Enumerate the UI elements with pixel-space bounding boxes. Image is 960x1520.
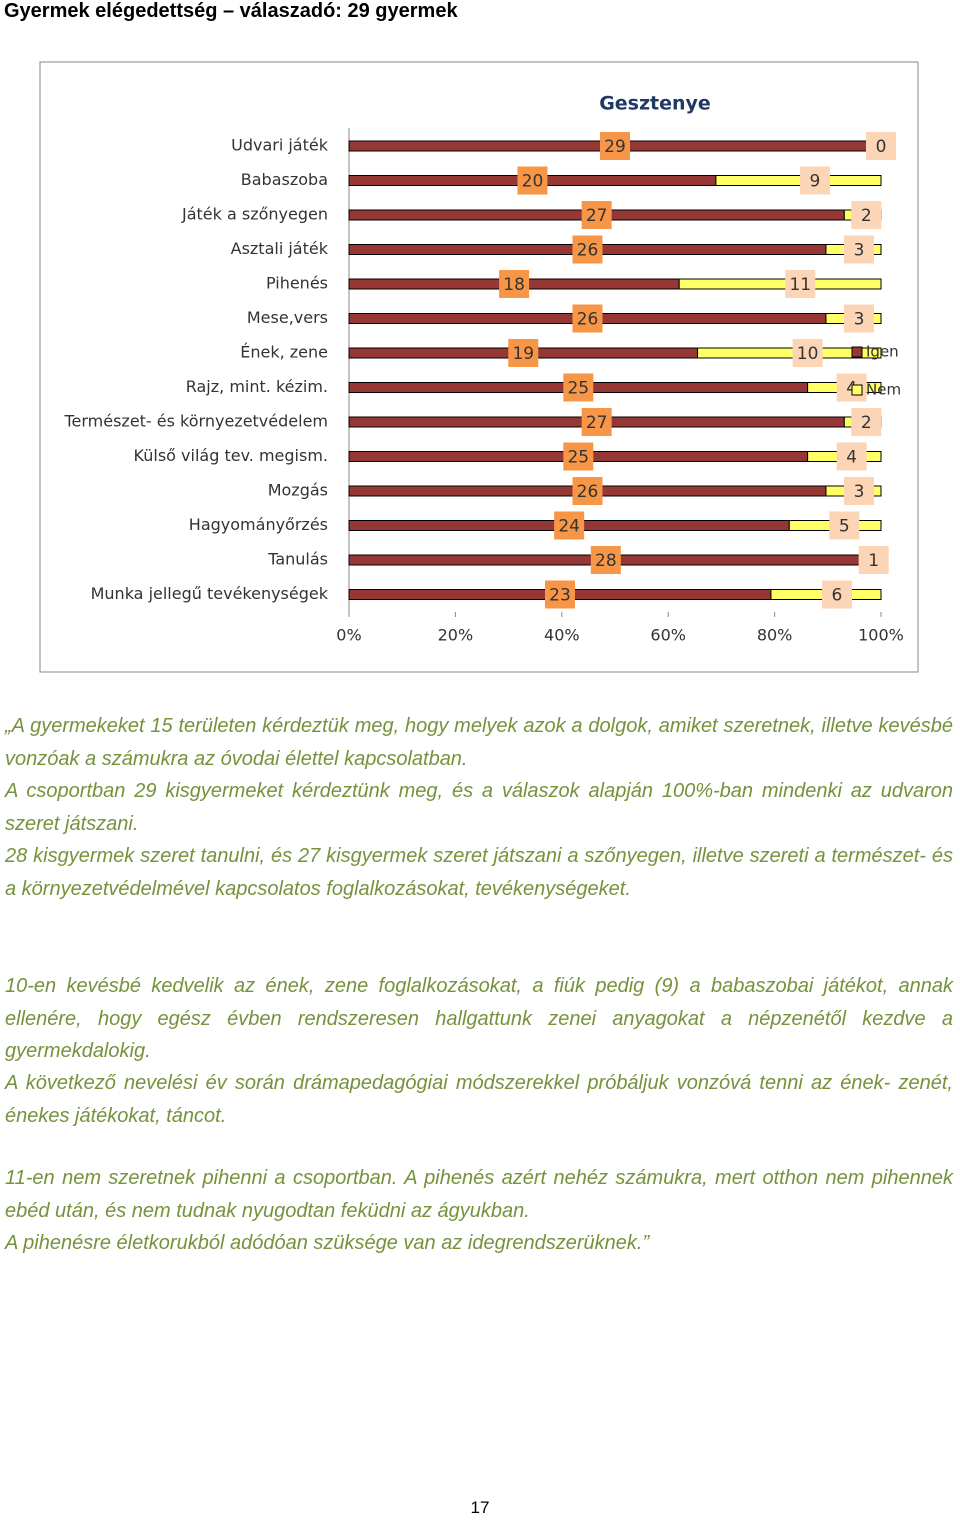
data-label-box — [866, 132, 896, 160]
x-tick-label: 0% — [336, 626, 361, 645]
data-label: 26 — [577, 241, 599, 261]
data-label-box — [554, 511, 585, 540]
data-label: 27 — [586, 413, 608, 433]
data-label-box — [563, 373, 594, 402]
data-label-box — [581, 408, 612, 436]
x-tick-label: 80% — [757, 626, 793, 645]
data-label-box — [544, 580, 575, 609]
data-label: 25 — [567, 379, 589, 399]
data-label: 26 — [577, 482, 599, 502]
x-tick-label: 20% — [438, 626, 474, 645]
category-label: Tanulás — [267, 550, 328, 569]
data-label-box — [508, 339, 539, 367]
bar-segment — [715, 175, 882, 186]
paragraph: 28 kisgyermek szeret tanulni, és 27 kisg… — [5, 845, 953, 900]
category-label: Külső világ tev. megism. — [134, 446, 328, 465]
paragraph: A csoportban 29 kisgyermeket kérdeztünk … — [5, 780, 953, 835]
legend-label: Igen — [866, 343, 899, 361]
category-label: Mese,vers — [247, 308, 328, 327]
data-label-box — [843, 235, 874, 264]
data-label-box — [836, 442, 867, 471]
category-label: Babaszoba — [241, 170, 328, 189]
data-label-box — [851, 201, 882, 229]
data-label-box — [563, 442, 594, 471]
data-label: 10 — [797, 344, 819, 364]
data-label: 24 — [558, 517, 580, 537]
data-label-box — [572, 304, 603, 333]
data-label-box — [829, 511, 860, 540]
data-label-box — [799, 166, 830, 195]
category-label: Rajz, mint. kézim. — [186, 377, 328, 396]
data-label-box — [499, 270, 530, 298]
legend-swatch — [851, 346, 863, 358]
data-label: 11 — [789, 275, 811, 295]
data-label-box — [858, 546, 889, 574]
category-label: Udvari játék — [231, 136, 329, 155]
data-label: 18 — [503, 275, 525, 295]
paragraph: „A gyermekeket 15 területen kérdeztük me… — [5, 715, 953, 770]
data-label-box — [517, 166, 548, 195]
data-label-box — [843, 477, 874, 505]
chart-frame — [39, 61, 919, 673]
chart-title: Gesztenye — [599, 93, 711, 115]
category-label: Hagyományőrzés — [189, 515, 328, 534]
category-label: Mozgás — [268, 481, 328, 500]
data-label-box — [785, 270, 816, 298]
category-label: Munka jellegű tevékenységek — [91, 584, 329, 603]
data-label-box — [590, 546, 621, 574]
legend-swatch — [851, 384, 863, 396]
data-label: 9 — [810, 172, 821, 192]
data-label-box — [792, 339, 823, 367]
data-label: 3 — [854, 241, 865, 261]
page-title: Gyermek elégedettség – válaszadó: 29 gye… — [4, 0, 458, 22]
data-label-box — [572, 477, 603, 505]
data-label: 23 — [549, 586, 571, 606]
data-label: 2 — [861, 413, 872, 433]
bar-segment — [697, 347, 882, 359]
data-label-box — [821, 580, 852, 609]
data-label: 19 — [512, 344, 534, 364]
data-label: 4 — [846, 448, 857, 468]
paragraph: 10-en kevésbé kedvelik az ének, zene fog… — [5, 975, 953, 1062]
data-label: 3 — [854, 310, 865, 330]
x-tick-label: 60% — [650, 626, 686, 645]
data-label: 2 — [861, 206, 872, 226]
data-label: 26 — [577, 310, 599, 330]
data-label-box — [600, 132, 630, 160]
x-tick-label: 40% — [544, 626, 580, 645]
chart: Gesztenye 0% 20% 40% 60% 80% 100% Udvari játék… — [39, 61, 919, 673]
paragraph: A következő nevelési év során drámapedag… — [5, 1072, 953, 1127]
data-label-box — [581, 201, 612, 229]
data-label: 3 — [854, 482, 865, 502]
category-label: Pihenés — [266, 274, 328, 293]
category-label: Ének, zene — [240, 343, 328, 362]
data-label: 20 — [522, 172, 544, 192]
data-label: 0 — [876, 137, 887, 157]
data-label: 29 — [604, 137, 626, 157]
bar-segment — [678, 278, 882, 290]
data-label-box — [572, 235, 603, 264]
paragraph: 11-en nem szeretnek pihenni a csoportban… — [5, 1167, 953, 1222]
data-label-box — [843, 304, 874, 333]
legend-label: Nem — [866, 381, 901, 399]
paragraph: A pihenésre életkorukból adódóan szükség… — [5, 1232, 650, 1254]
category-label: Játék a szőnyegen — [181, 205, 328, 224]
data-label: 27 — [586, 206, 608, 226]
category-label: Természet- és környezetvédelem — [63, 412, 328, 431]
data-label: 6 — [832, 586, 843, 606]
data-label: 28 — [595, 551, 617, 571]
x-tick-label: 100% — [858, 626, 904, 645]
data-label: 5 — [839, 517, 850, 537]
data-label: 25 — [567, 448, 589, 468]
data-label: 1 — [868, 551, 879, 571]
data-label-box — [851, 408, 882, 436]
category-label: Asztali játék — [231, 239, 329, 258]
page-number: 17 — [470, 1498, 490, 1517]
